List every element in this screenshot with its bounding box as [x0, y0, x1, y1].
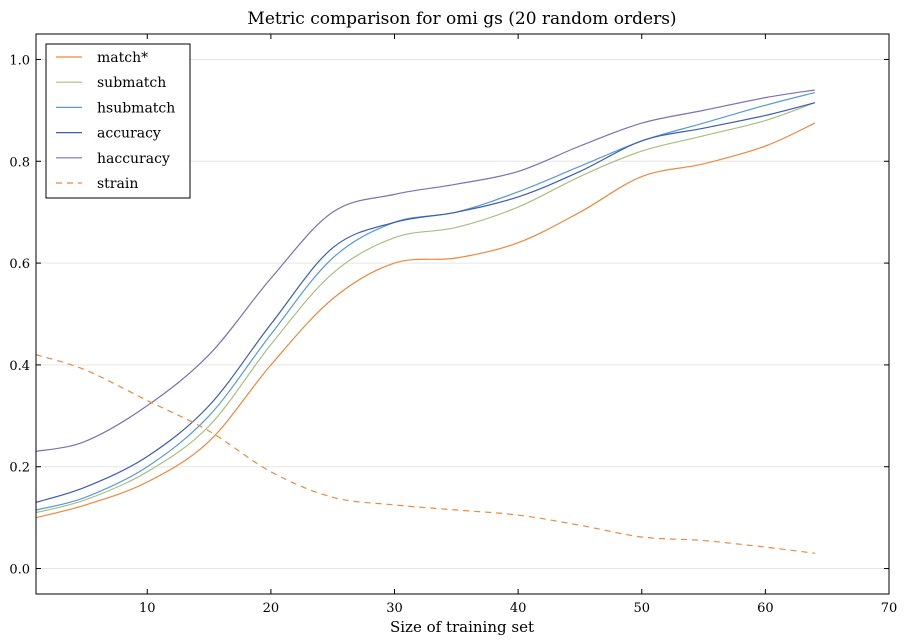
y-tick-label: 0.0	[9, 563, 30, 578]
series-line-strain	[35, 354, 815, 554]
legend-label: submatch	[97, 75, 166, 91]
y-tick-label: 0.6	[9, 257, 30, 272]
x-axis-label: Size of training set	[390, 618, 534, 636]
series-line-hsubmatch	[35, 91, 815, 511]
x-tick-label: 60	[757, 601, 774, 616]
series-line-submatch	[35, 102, 816, 514]
series-line-match	[35, 122, 816, 519]
x-tick-label: 40	[510, 601, 527, 616]
series-line-haccuracy	[35, 89, 815, 453]
y-tick-label: 1.0	[9, 53, 30, 68]
legend-label: match*	[97, 50, 148, 66]
x-tick-label: 30	[386, 601, 403, 616]
y-tick-label: 0.4	[9, 359, 30, 374]
legend: match* submatch hsubmatch accuracy haccuracy…	[45, 43, 191, 199]
legend-box	[45, 43, 191, 199]
chart-title: Metric comparison for omi gs (20 random …	[247, 9, 676, 29]
legend-label: haccuracy	[97, 151, 170, 167]
x-tick-label: 20	[263, 601, 280, 616]
legend-label: accuracy	[97, 126, 161, 142]
plot-frame	[35, 33, 890, 595]
series-line-accuracy	[35, 102, 815, 503]
legend-label: strain	[97, 176, 138, 192]
y-tick-label: 0.8	[9, 155, 30, 170]
legend-label: hsubmatch	[97, 100, 175, 116]
x-tick-label: 10	[139, 601, 156, 616]
x-tick-label: 70	[881, 601, 898, 616]
x-tick-label: 50	[633, 601, 650, 616]
y-tick-label: 0.2	[9, 461, 30, 476]
